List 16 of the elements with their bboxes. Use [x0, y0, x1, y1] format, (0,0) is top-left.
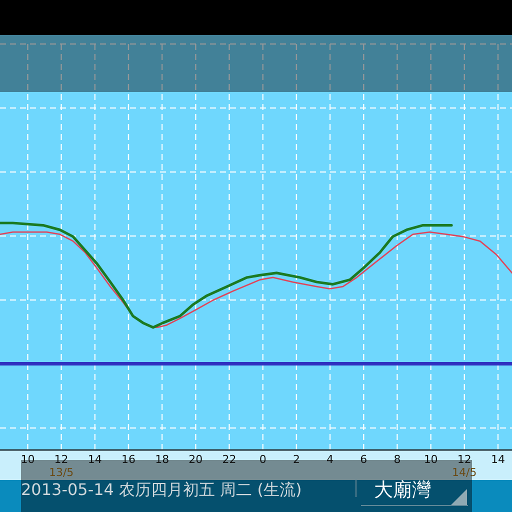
x-tick-label: 18 [155, 453, 170, 466]
x-tick-label: 0 [259, 453, 266, 466]
x-tick-label: 16 [121, 453, 136, 466]
x-tick-label: 10 [424, 453, 438, 466]
x-tick-label: 12 13/5 [48, 453, 74, 479]
x-tick-label: 2 [292, 453, 300, 466]
x-tick-label: 14 [491, 453, 506, 466]
x-tick-label: 4 [326, 453, 334, 466]
text: 2013-05-14 农历四月初五 周二 (生流) [21, 480, 302, 499]
text: 大廟灣 [374, 479, 431, 501]
x-tick-label: 20 [188, 453, 203, 466]
x-tick-label: 10 [20, 453, 35, 466]
x-tick-label: 8 [394, 453, 401, 466]
x-tick-label: 22 [222, 453, 236, 466]
x-tick-label: 6 [360, 453, 368, 466]
x-tick-label: 14 [88, 453, 102, 466]
